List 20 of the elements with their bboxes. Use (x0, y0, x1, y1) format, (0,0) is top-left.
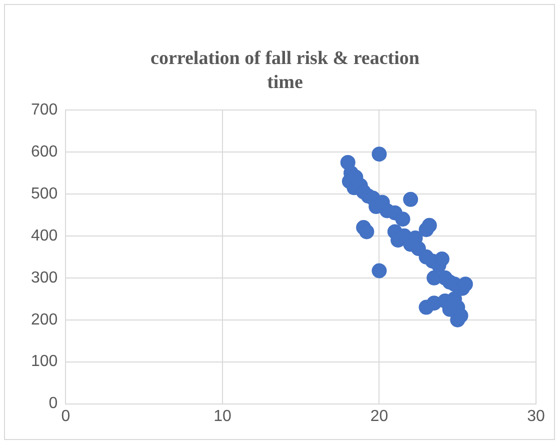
x-tick-label: 30 (527, 408, 545, 425)
y-tick-label: 200 (30, 311, 58, 328)
point (372, 263, 387, 278)
y-tick-label: 400 (30, 227, 58, 244)
y-tick-label: 100 (30, 353, 58, 370)
y-tick-label: 700 (30, 101, 58, 118)
chart-title: correlation of fall risk & reaction time (150, 47, 420, 95)
point (403, 192, 418, 207)
y-tick-label: 300 (30, 269, 58, 286)
point (434, 252, 450, 266)
point (395, 212, 410, 227)
y-tick-label: 500 (30, 185, 58, 202)
point (359, 224, 374, 240)
point (422, 218, 437, 233)
x-tick-label: 10 (214, 408, 232, 425)
x-tick-label: 0 (61, 408, 70, 425)
y-tick-label: 0 (48, 395, 58, 412)
x-tick-label: 20 (370, 408, 388, 425)
point (372, 146, 387, 162)
y-tick-label: 600 (30, 143, 58, 160)
